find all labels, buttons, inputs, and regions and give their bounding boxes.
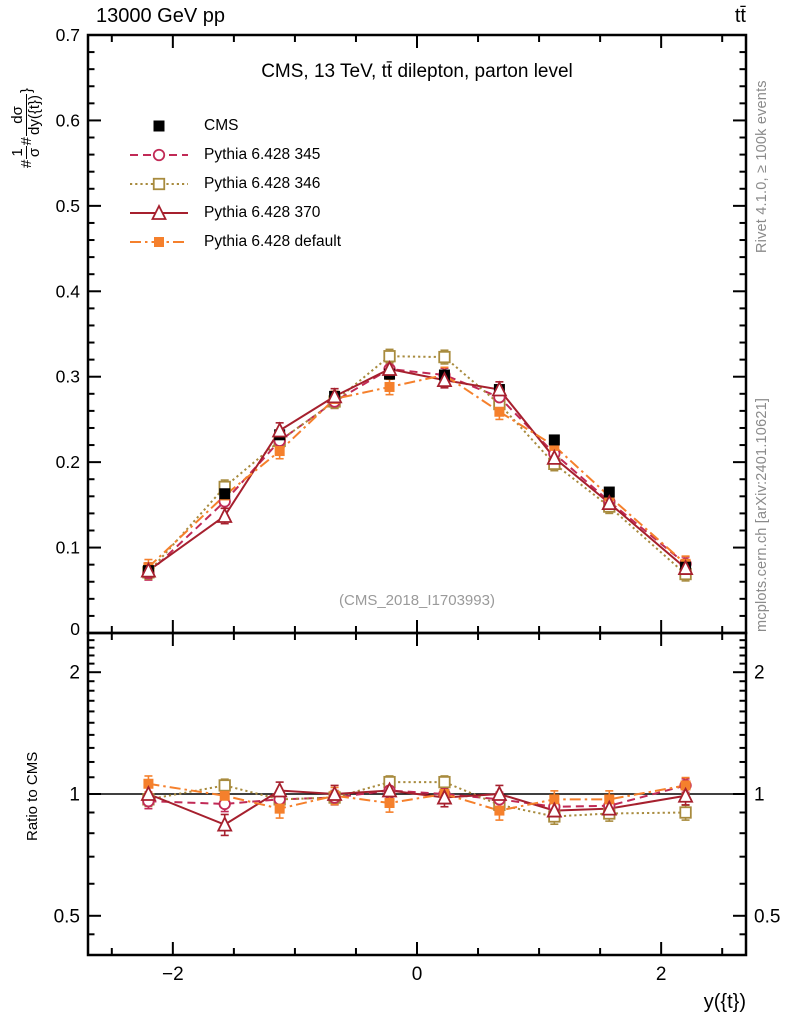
series-markers bbox=[142, 368, 692, 577]
x-tick-label: −2 bbox=[162, 964, 184, 985]
x-tick-label: 0 bbox=[412, 964, 423, 985]
x-axis-label: y({t}) bbox=[703, 991, 746, 1013]
series-markers bbox=[142, 350, 692, 581]
axis-tick-labels: 0 0.1 0.2 0.3 0.4 0.5 0.6 0.7 0.5 0.5 1 1 2 2 −2 0 2 bbox=[54, 25, 781, 985]
ratio-y-tick-label-left: 2 bbox=[69, 663, 80, 684]
main-y-tick-label: 0 bbox=[70, 619, 80, 639]
legend-label-1: Pythia 6.428 345 bbox=[204, 145, 321, 163]
series-markers bbox=[142, 362, 692, 580]
legend-marker-1 bbox=[130, 148, 188, 161]
legend-item-1: Pythia 6.428 345 bbox=[128, 140, 341, 169]
ratio-y-tick-label-left: 1 bbox=[69, 785, 80, 806]
series-markers bbox=[140, 360, 694, 578]
process-label: tt̄ bbox=[734, 5, 746, 27]
axis-ticks bbox=[88, 34, 746, 955]
ratio-y-tick-label-left: 0.5 bbox=[54, 906, 80, 927]
series-line bbox=[147, 367, 687, 574]
ratio-y-tick-label-right: 2 bbox=[754, 663, 765, 684]
legend-item-3: Pythia 6.428 370 bbox=[128, 198, 341, 227]
series-error-bars bbox=[144, 348, 690, 582]
series-line bbox=[148, 782, 686, 812]
main-y-tick-label: 0.3 bbox=[56, 367, 80, 387]
beam-energy-label: 13000 GeV pp bbox=[96, 5, 225, 27]
ratio-y-tick-label-right: 0.5 bbox=[754, 906, 780, 927]
series-error-bars bbox=[144, 366, 690, 576]
main-y-tick-label: 0.7 bbox=[56, 25, 80, 45]
series-line bbox=[148, 781, 686, 818]
main-y-tick-label: 0.2 bbox=[56, 452, 80, 472]
analysis-watermark: (CMS_2018_I1703993) bbox=[339, 592, 495, 609]
legend-label-3: Pythia 6.428 370 bbox=[204, 203, 321, 221]
legend-item-2: Pythia 6.428 346 bbox=[128, 169, 341, 198]
main-y-tick-label: 0.6 bbox=[56, 110, 80, 130]
legend-label-4: Pythia 6.428 default bbox=[204, 232, 342, 250]
ratio-panel-data bbox=[140, 775, 694, 837]
series-error-bars bbox=[144, 360, 690, 580]
legend-item-4: Pythia 6.428 default bbox=[128, 227, 341, 256]
main-y-tick-label: 0.5 bbox=[56, 196, 80, 216]
legend-marker-2 bbox=[130, 177, 188, 190]
series-line bbox=[148, 784, 686, 808]
legend-marker-0 bbox=[153, 120, 165, 131]
panel-frames bbox=[86, 33, 748, 957]
main-panel-data bbox=[140, 348, 694, 582]
legend: CMS Pythia 6.428 345 Pythia 6.428 346 Pythi… bbox=[128, 111, 341, 256]
series-line bbox=[147, 367, 687, 572]
series-error-bars bbox=[144, 361, 690, 581]
legend-label-0: CMS bbox=[204, 116, 239, 134]
series-markers bbox=[140, 781, 694, 832]
series-line bbox=[147, 373, 687, 568]
plot-title: CMS, 13 TeV, tt̄ dilepton, parton level bbox=[261, 61, 573, 82]
series-markers bbox=[143, 370, 691, 573]
series-error-bars bbox=[144, 369, 690, 575]
legend-marker-3 bbox=[130, 203, 188, 220]
series-line bbox=[147, 355, 687, 575]
legend-label-2: Pythia 6.428 346 bbox=[204, 174, 321, 192]
main-y-tick-label: 0.4 bbox=[56, 281, 81, 301]
legend-item-0: CMS bbox=[128, 111, 341, 140]
legend-marker-4 bbox=[130, 236, 188, 247]
main-y-tick-label: 0.1 bbox=[56, 538, 80, 558]
x-tick-label: 2 bbox=[656, 964, 667, 985]
ratio-y-tick-label-right: 1 bbox=[754, 785, 765, 806]
series-line bbox=[148, 789, 686, 826]
